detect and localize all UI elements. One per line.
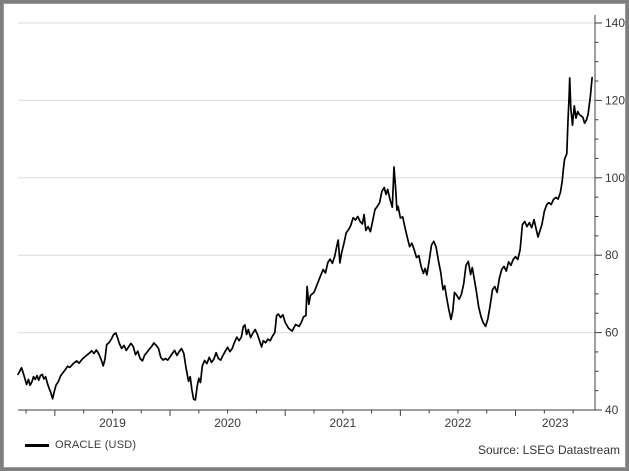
y-axis-label: 40 xyxy=(605,403,619,417)
y-axis-label: 140 xyxy=(605,16,625,30)
x-axis-label: 2021 xyxy=(329,416,356,430)
legend-label: ORACLE (USD) xyxy=(55,439,137,451)
source-text: Source: LSEG Datastream xyxy=(477,443,620,457)
y-axis-label: 120 xyxy=(605,93,625,107)
x-axis-label: 2023 xyxy=(542,416,569,430)
legend: ORACLE (USD) xyxy=(25,439,136,451)
y-axis-label: 100 xyxy=(605,171,625,185)
x-axis-label: 2022 xyxy=(445,416,472,430)
price-line xyxy=(17,76,593,401)
y-axis-label: 60 xyxy=(605,326,619,340)
x-axis-label: 2019 xyxy=(99,416,126,430)
y-axis-label: 80 xyxy=(605,248,619,262)
legend-line-swatch xyxy=(25,443,49,447)
x-axis-label: 2020 xyxy=(214,416,241,430)
